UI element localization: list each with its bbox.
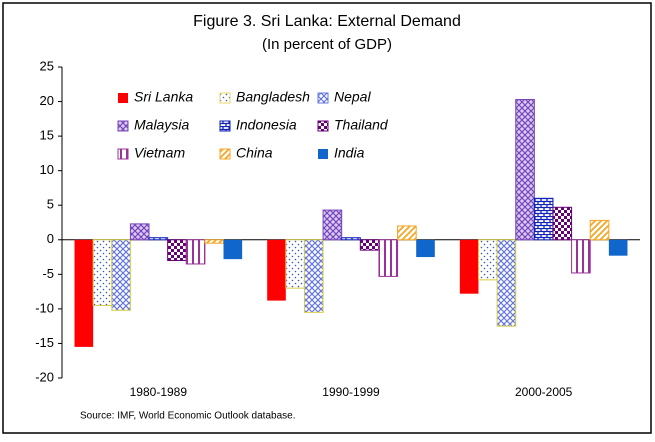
legend-swatch	[219, 148, 231, 160]
legend-swatch	[317, 120, 329, 132]
bar	[496, 239, 517, 327]
legend-swatch	[219, 92, 231, 104]
legend-label: Indonesia	[236, 117, 297, 133]
legend-label: Nepal	[334, 89, 371, 105]
bar	[185, 239, 206, 265]
bar	[515, 98, 535, 241]
y-tick-label: 0	[47, 231, 54, 246]
legend-label: Bangladesh	[236, 89, 310, 105]
legend-label: Malaysia	[134, 117, 189, 133]
bar	[223, 239, 243, 260]
bar	[552, 206, 573, 241]
legend-swatch	[117, 148, 129, 160]
chart-subtitle: (In percent of GDP)	[262, 36, 392, 53]
bar	[459, 239, 479, 294]
bar	[129, 223, 150, 241]
bar	[341, 237, 361, 241]
y-tick-label: -15	[35, 335, 54, 350]
bar	[148, 237, 169, 241]
x-tick-label: 1980-1989	[130, 385, 188, 399]
legend-label: Thailand	[334, 117, 389, 133]
x-tick-label: 1990-1999	[322, 385, 380, 399]
bar	[378, 239, 399, 277]
chart-title: Figure 3. Sri Lanka: External Demand	[193, 13, 461, 30]
bar	[322, 209, 343, 241]
legend-swatch	[318, 149, 328, 159]
bar	[111, 239, 131, 311]
bar	[267, 239, 286, 301]
source-note: Source: IMF, World Economic Outlook data…	[80, 411, 295, 422]
y-tick-label: -20	[35, 369, 54, 384]
y-tick-label: 15	[40, 128, 54, 143]
bar	[397, 225, 417, 241]
y-tick-label: -10	[35, 300, 54, 315]
legend-swatch	[118, 93, 128, 103]
bar	[74, 239, 94, 347]
y-tick-label: 20	[40, 93, 54, 108]
legend-swatch	[219, 120, 231, 132]
legend-swatch	[117, 120, 129, 132]
bar	[303, 239, 324, 313]
bar	[204, 239, 225, 244]
y-tick-label: -5	[42, 266, 54, 281]
y-tick-label: 5	[47, 197, 54, 212]
bar	[285, 239, 305, 289]
x-tick-label: 2000-2005	[515, 385, 573, 399]
bar	[167, 239, 187, 262]
bar	[589, 219, 610, 241]
y-tick-label: 25	[40, 58, 54, 73]
legend-label: China	[236, 145, 273, 161]
bar	[571, 239, 591, 274]
legend-label: Sri Lanka	[134, 89, 193, 105]
bar	[533, 197, 554, 241]
legend-swatch	[317, 92, 329, 104]
legend-label: Vietnam	[134, 145, 185, 161]
y-tick-label: 10	[40, 162, 54, 177]
bar	[608, 239, 628, 256]
legend-label: India	[334, 145, 365, 161]
bar	[359, 239, 380, 251]
bar	[416, 239, 435, 258]
bar	[92, 239, 113, 306]
bar	[477, 239, 498, 281]
